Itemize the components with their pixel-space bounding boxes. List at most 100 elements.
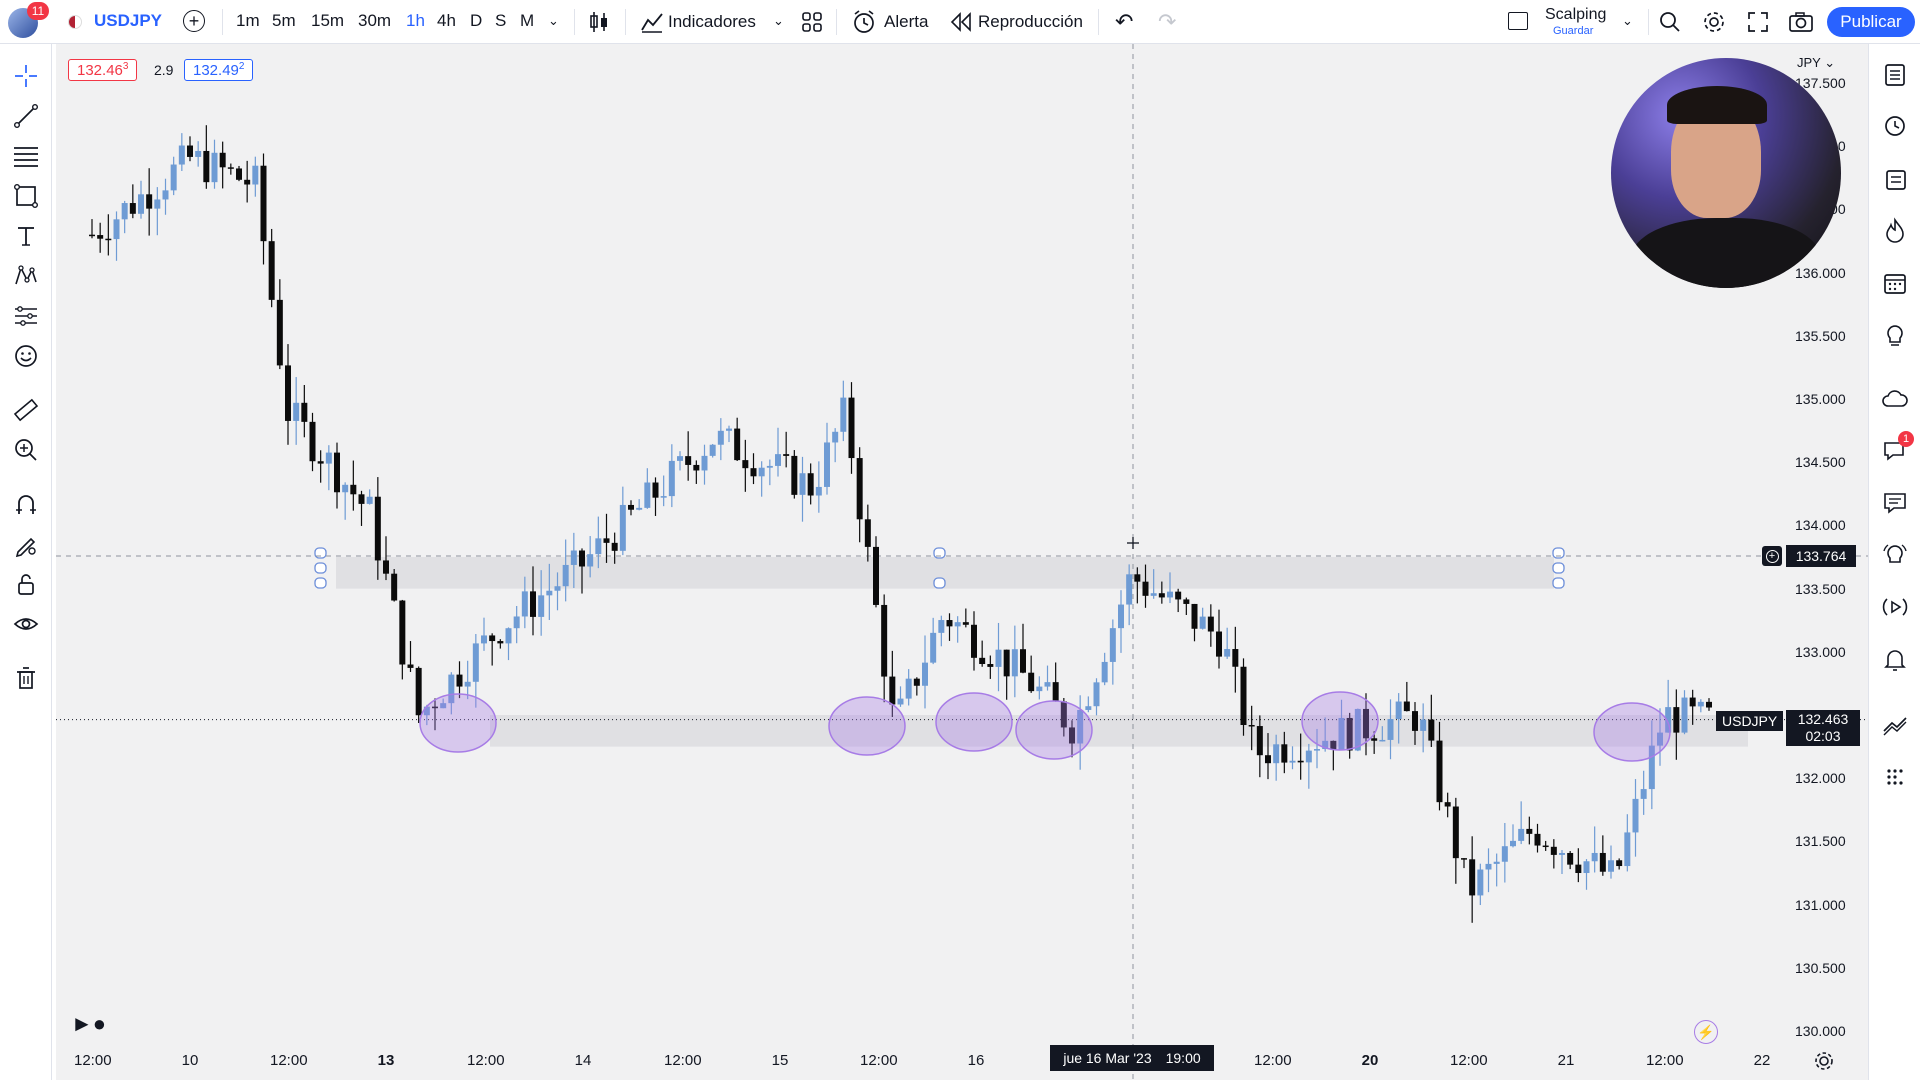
zoom-in-icon[interactable] [10,434,42,466]
time-axis-settings-icon[interactable] [1813,1050,1835,1072]
candle-body [1648,745,1655,790]
layout-save-label[interactable]: Guardar [1553,25,1594,37]
alerts-clock-icon[interactable] [1878,108,1912,142]
candle-style-icon[interactable] [588,10,610,34]
candle-body [1534,833,1541,846]
indicators-dropdown-icon[interactable]: ⌄ [773,13,784,28]
notifications-badge: 1 [1898,431,1914,447]
ask-price[interactable]: 132.492 [184,59,254,81]
text-tool-icon[interactable] [10,220,42,252]
hide-drawings-eye-icon[interactable] [10,608,42,640]
timeframe-1h[interactable]: 1h [406,11,425,30]
broadcast-play-icon[interactable] [1878,590,1912,624]
publish-button[interactable]: Publicar [1827,7,1915,37]
candle-body [1420,719,1427,731]
calendar-icon[interactable] [1878,266,1912,300]
replay-icon[interactable] [950,12,972,32]
candle-body [211,152,218,183]
ideas-bulb-icon[interactable] [1878,318,1912,352]
candle-body [554,586,561,591]
magnet-icon[interactable] [10,488,42,520]
settings-gear-icon[interactable] [1702,10,1726,34]
candle-body [1191,603,1198,629]
candle-body [448,674,455,704]
candle-body [579,550,585,567]
emoji-icon[interactable] [10,340,42,372]
candle-body [374,496,381,561]
touch-highlight-ellipse [1593,702,1671,762]
candle-body [1338,717,1345,750]
candle-body [1501,846,1508,862]
candle-body [799,473,806,495]
bid-price[interactable]: 132.463 [68,59,138,81]
lock-drawings-icon[interactable] [10,568,42,600]
compare-add-icon[interactable]: + [183,10,205,32]
crosshair-icon[interactable] [10,60,42,92]
timeframe-dropdown-icon[interactable]: ⌄ [548,13,559,28]
candle-body [1183,599,1190,604]
price-chart[interactable] [56,44,1868,1080]
candle-body [97,235,104,239]
replay-button[interactable]: Reproducción [978,12,1083,31]
tips-bulb-icon[interactable] [1878,538,1912,572]
indicators-icon[interactable] [640,10,664,34]
alert-clock-icon[interactable] [851,9,877,35]
search-icon[interactable] [1658,10,1682,34]
dom-options-icon[interactable] [1878,760,1912,794]
timeframe-D[interactable]: D [470,11,483,30]
candle-body [766,465,773,468]
timeframe-5m[interactable]: 5m [272,11,296,30]
currency-selector[interactable]: JPY ⌄ [1797,55,1836,70]
watchlist-icon[interactable] [1878,58,1912,92]
candle-body [644,482,651,508]
indicators-button[interactable]: Indicadores [668,12,756,31]
layout-name[interactable]: Scalping [1545,6,1607,23]
trading-panel-icon[interactable] [1878,708,1912,742]
undo-icon[interactable]: ↶ [1115,9,1134,34]
candle-body [1248,725,1255,727]
delete-drawings-trash-icon[interactable] [10,662,42,694]
candle-body [293,402,300,421]
layout-grid-icon[interactable] [801,11,823,33]
alert-button[interactable]: Alerta [884,12,929,31]
candle-body [873,546,879,605]
alerts-bell-icon[interactable] [1878,642,1912,676]
layout-checkbox-icon[interactable] [1508,12,1528,30]
timeframe-1m[interactable]: 1m [236,11,260,30]
messages-icon[interactable] [1878,486,1912,520]
candle-body [301,402,308,422]
redo-icon[interactable]: ↷ [1158,9,1177,34]
forecast-tool-icon[interactable] [10,300,42,332]
timeframe-M[interactable]: M [520,11,535,30]
stay-drawing-icon[interactable] [10,528,42,560]
add-alert-plus-icon[interactable]: + [1762,546,1782,566]
candle-body [709,444,716,456]
layout-dropdown-icon[interactable]: ⌄ [1622,13,1633,28]
data-window-icon[interactable] [1878,162,1912,196]
tradingview-logo[interactable]: ►● [71,1011,107,1036]
timeframe-15m[interactable]: 15m [311,11,345,30]
candle-body [456,674,463,687]
hotlists-fire-icon[interactable] [1878,214,1912,248]
candle-body [1575,864,1582,874]
candle-body [783,454,790,456]
time-tick-label: 15 [771,1052,789,1069]
fullscreen-icon[interactable] [1746,10,1770,34]
candle-body [481,635,487,644]
fib-lines-icon[interactable] [10,140,42,172]
time-tick-label: 12:00 [1646,1052,1684,1069]
symbol-search-button[interactable]: USDJPY [94,11,163,30]
timeframe-4h[interactable]: 4h [437,11,456,30]
ruler-icon[interactable] [10,394,42,426]
lightning-icon[interactable]: ⚡ [1694,1020,1718,1044]
timeframe-30m[interactable]: 30m [358,11,392,30]
trend-line-icon[interactable] [10,100,42,132]
candle-body [628,504,634,510]
camera-snapshot-icon[interactable] [1788,10,1814,34]
timeframe-S[interactable]: S [495,11,507,30]
pattern-tool-icon[interactable] [10,260,42,292]
rectangle-shape-icon[interactable] [10,180,42,212]
candle-body [677,456,683,461]
chats-cloud-icon[interactable] [1878,382,1912,416]
symbol-price-tag: USDJPY [1716,711,1784,731]
